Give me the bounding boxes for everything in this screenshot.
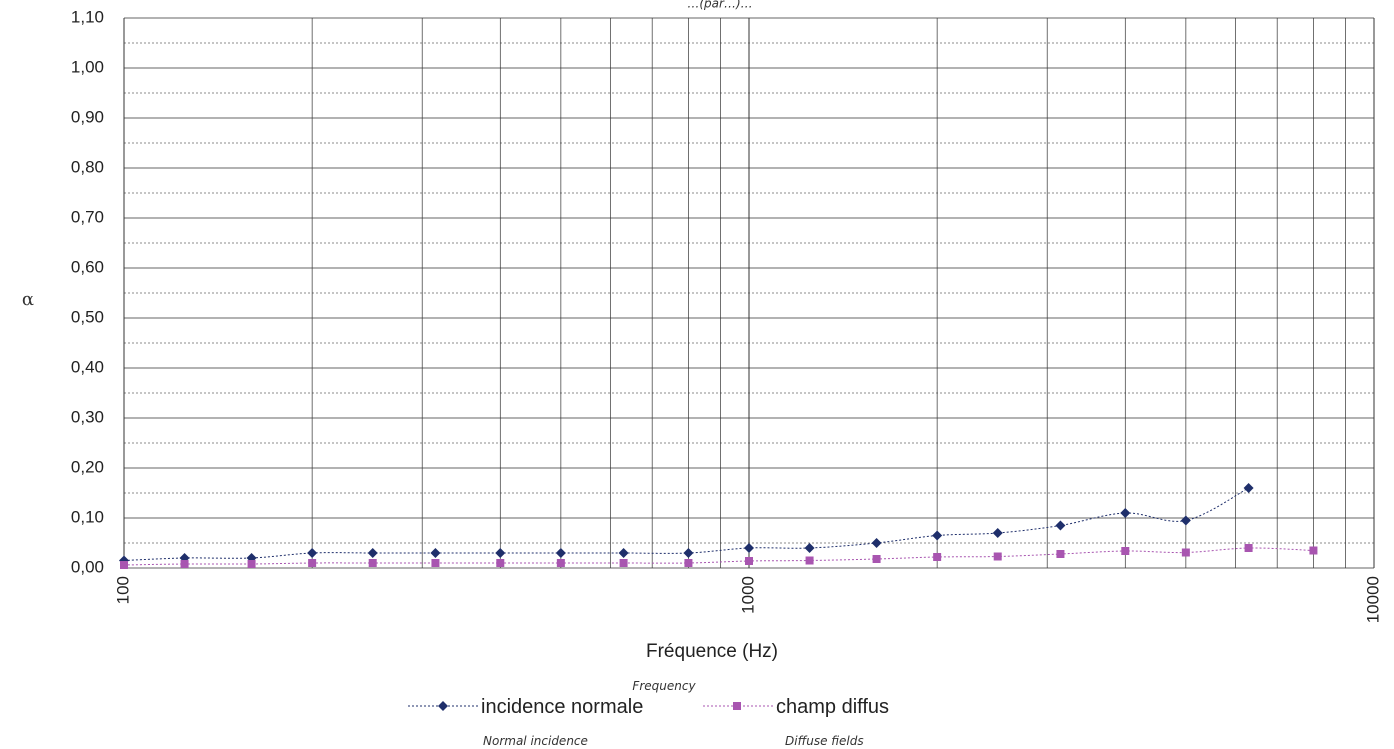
data-point-diamond: [804, 543, 815, 553]
data-point-square: [872, 555, 881, 563]
chart-title-fragment: …(par…)…: [687, 0, 752, 11]
data-point-square: [1056, 550, 1065, 558]
data-point-diamond: [1243, 483, 1254, 493]
y-tick-label: 0,10: [71, 507, 104, 526]
data-point-diamond: [1055, 520, 1066, 531]
data-point-square: [496, 559, 505, 567]
data-point-diamond: [1180, 515, 1191, 526]
x-tick-labels: 100 1000 10000: [113, 576, 1382, 623]
y-tick-label: 0,00: [71, 557, 104, 576]
y-tick-label: 0,80: [71, 157, 104, 176]
data-point-diamond: [367, 548, 378, 558]
data-point-square: [745, 557, 753, 565]
x-axis-label: Fréquence (Hz): [646, 641, 778, 662]
data-point-square: [180, 560, 189, 568]
data-point-diamond: [495, 548, 506, 558]
y-tick-label: 0,60: [71, 257, 104, 276]
y-tick-label: 0,20: [71, 457, 104, 476]
legend: incidence normale Normal incidence champ…: [408, 696, 889, 748]
data-point-diamond: [1120, 508, 1131, 518]
x-tick-label: 10000: [1363, 576, 1382, 623]
y-tick-label: 0,70: [71, 207, 104, 226]
y-axis-label: α: [22, 289, 34, 310]
data-point-square: [120, 561, 128, 569]
y-tick-labels: 0,00 0,10 0,20 0,30 0,40 0,50 0,60 0,70 0,80 0,90…: [71, 7, 104, 576]
series-line-0: [123, 487, 1249, 561]
y-tick-label: 0,30: [71, 407, 104, 426]
data-point-square: [805, 556, 814, 565]
data-point-diamond: [992, 528, 1003, 538]
legend-label-diffus-en: Diffuse fields: [785, 734, 864, 748]
data-point-diamond: [618, 548, 629, 558]
x-axis-label-en: Frequency: [632, 679, 696, 693]
data-point-diamond: [871, 538, 882, 548]
legend-label-diffus: champ diffus: [776, 696, 889, 718]
data-point-square: [684, 559, 693, 567]
data-point-diamond: [744, 543, 754, 553]
y-tick-label: 1,00: [71, 57, 104, 76]
data-point-square: [619, 559, 628, 567]
y-tick-label: 0,50: [71, 307, 104, 326]
data-point-diamond: [430, 548, 441, 558]
legend-label-incidence: incidence normale: [481, 696, 643, 718]
legend-marker-diamond: [438, 701, 448, 711]
data-point-square: [556, 559, 565, 567]
data-point-square: [1244, 544, 1253, 552]
data-point-square: [431, 559, 440, 567]
series-line-1: [123, 547, 1314, 566]
legend-label-incidence-en: Normal incidence: [483, 734, 588, 748]
legend-marker-square: [733, 702, 741, 710]
y-tick-label: 1,10: [71, 7, 104, 26]
data-point-square: [308, 559, 317, 567]
x-tick-label: 100: [113, 576, 132, 604]
data-point-square: [1121, 547, 1130, 555]
data-point-square: [993, 552, 1002, 561]
x-tick-label: 1000: [738, 576, 757, 614]
data-point-square: [1309, 546, 1318, 555]
data-point-diamond: [683, 548, 694, 558]
data-point-square: [1181, 548, 1190, 557]
data-point-diamond: [932, 530, 943, 541]
series-layer: [119, 483, 1318, 569]
grid: [123, 17, 1375, 569]
y-tick-label: 0,40: [71, 357, 104, 376]
data-point-square: [368, 559, 377, 567]
data-point-square: [247, 560, 256, 568]
y-tick-label: 0,90: [71, 107, 104, 126]
data-point-square: [933, 553, 942, 561]
data-point-diamond: [307, 548, 318, 558]
data-point-diamond: [555, 548, 566, 558]
